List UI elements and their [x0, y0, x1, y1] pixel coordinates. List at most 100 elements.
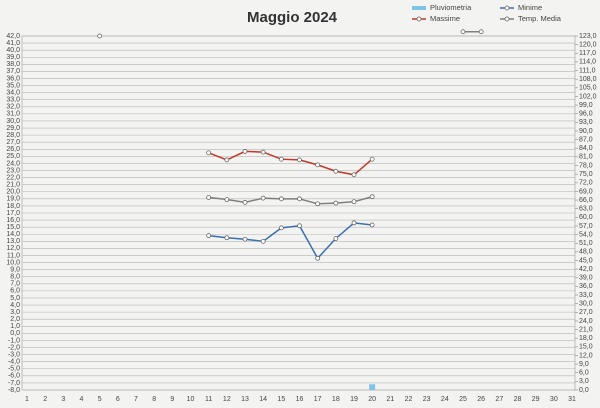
y2-tick-label: 9,0	[579, 361, 589, 368]
y-tick-label: 11,0	[7, 252, 20, 259]
y2-tick-label: 87,0	[579, 136, 593, 143]
y2-tick-label: 30,0	[579, 301, 593, 308]
y2-tick-label: 111,0	[579, 67, 596, 74]
y2-tick-label: 3,0	[579, 378, 589, 385]
series-line	[208, 150, 373, 176]
point	[297, 196, 302, 202]
y2-tick-label: 42,0	[579, 266, 593, 273]
y2-tick-label: 84,0	[579, 145, 593, 152]
y2-tick-label: 54,0	[579, 231, 593, 238]
y-tick-label: 17,0	[6, 210, 20, 217]
series-line	[208, 222, 373, 260]
point	[333, 236, 339, 241]
y-tick-label: 14,0	[6, 231, 20, 238]
y-tick-label: 37,0	[6, 68, 20, 75]
x-tick-label: 26	[477, 396, 485, 403]
y2-tick-label: 75,0	[579, 171, 593, 178]
legend-label: Minime	[518, 3, 542, 12]
point	[315, 255, 321, 261]
y2-tick-label: 60,0	[579, 214, 593, 221]
x-tick-label: 13	[241, 396, 249, 403]
point	[260, 195, 266, 201]
y2-tick-label: 102,0	[579, 93, 597, 100]
x-tick-label: 2	[43, 396, 47, 403]
y-tick-label: 4,0	[10, 302, 20, 309]
x-tick-label: 25	[459, 396, 467, 403]
x-tick-label: 8	[152, 396, 156, 403]
y2-tick-label: 39,0	[579, 275, 593, 282]
y-tick-label: 41,0	[6, 40, 20, 47]
legend-marker	[416, 16, 422, 22]
y-tick-label: 7,0	[10, 281, 20, 288]
y-tick-label: 25,0	[6, 153, 20, 160]
y2-tick-label: 90,0	[579, 128, 593, 135]
y2-tick-label: 78,0	[579, 162, 593, 169]
point	[224, 157, 230, 163]
point	[351, 220, 357, 226]
point	[206, 150, 212, 156]
y-tick-label: 22,0	[6, 174, 20, 181]
point	[297, 223, 302, 229]
y2-tick-label: 120,0	[579, 41, 597, 48]
point	[351, 199, 357, 205]
y2-tick-label: 69,0	[579, 188, 593, 195]
point	[460, 29, 466, 35]
x-tick-label: 6	[116, 396, 120, 403]
x-tick-label: 3	[61, 396, 65, 403]
y-tick-label: 10,0	[6, 259, 20, 266]
point	[278, 225, 284, 231]
chart-title: Maggio 2024	[247, 9, 338, 26]
x-tick-label: 28	[514, 396, 522, 403]
point	[478, 29, 484, 35]
y-tick-label: 12,0	[6, 245, 20, 252]
point	[242, 200, 248, 205]
y2-tick-label: 27,0	[579, 309, 593, 316]
y2-tick-label: 45,0	[579, 257, 593, 264]
y-tick-label: 23,0	[6, 167, 20, 174]
point	[351, 172, 357, 178]
y-tick-label: 13,0	[6, 238, 20, 245]
y2-tick-label: 51,0	[579, 240, 593, 247]
y-tick-label: -4,0	[8, 359, 20, 366]
y-tick-label: 2,0	[10, 316, 20, 323]
legend-swatch	[412, 6, 426, 10]
y2-tick-label: 96,0	[579, 111, 593, 118]
x-tick-label: 19	[350, 396, 358, 403]
legend-label: Temp. Media	[518, 14, 562, 23]
y-tick-label: -6,0	[8, 373, 20, 380]
y-tick-label: 15,0	[6, 224, 20, 231]
x-tick-label: 17	[314, 396, 322, 403]
point	[224, 235, 230, 241]
x-tick-label: 20	[368, 396, 376, 403]
x-tick-label: 15	[277, 396, 285, 403]
x-tick-label: 7	[134, 396, 138, 403]
y2-tick-label: 123,0	[579, 33, 597, 40]
y-tick-label: 40,0	[6, 47, 20, 54]
x-tick-label: 27	[495, 396, 503, 403]
y-tick-label: 35,0	[6, 82, 20, 89]
x-tick-label: 10	[187, 396, 195, 403]
y-tick-label: 30,0	[6, 118, 20, 125]
y-tick-label: -1,0	[8, 337, 20, 344]
y2-tick-label: 57,0	[579, 223, 593, 230]
y2-tick-label: 6,0	[579, 370, 589, 377]
y-tick-label: -5,0	[8, 366, 20, 373]
legend-label: Pluviometria	[430, 3, 472, 12]
x-tick-label: 21	[386, 396, 394, 403]
y-tick-label: 38,0	[6, 61, 20, 68]
y-tick-label: 19,0	[6, 196, 20, 203]
x-tick-label: 18	[332, 396, 340, 403]
y2-tick-label: 33,0	[579, 292, 593, 299]
y2-tick-label: 36,0	[579, 283, 593, 290]
y2-tick-label: 93,0	[579, 119, 593, 126]
x-tick-label: 11	[205, 396, 212, 403]
y2-tick-label: 15,0	[579, 344, 593, 351]
point	[206, 195, 212, 200]
y-tick-label: -7,0	[8, 380, 20, 387]
x-tick-label: 16	[296, 396, 304, 403]
y-tick-label: 27,0	[6, 139, 20, 146]
x-tick-label: 1	[25, 396, 29, 403]
